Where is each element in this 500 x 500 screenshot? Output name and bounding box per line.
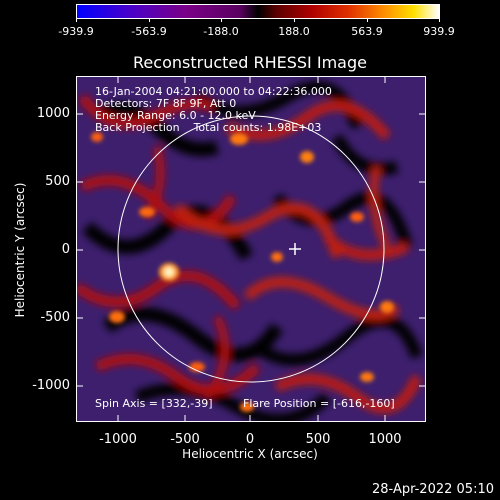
y-tick-label: 0 bbox=[61, 242, 70, 257]
plot-title: Reconstructed RHESSI Image bbox=[133, 53, 367, 72]
info-method-counts: Back Projection Total counts: 1.98E+03 bbox=[95, 121, 322, 134]
x-tick-label: -1000 bbox=[99, 432, 137, 447]
colorbar-tick bbox=[149, 18, 150, 22]
info-energy-range: Energy Range: 6.0 - 12.0 keV bbox=[95, 109, 256, 122]
emission-hotspots bbox=[91, 132, 394, 412]
y-tick-label: -500 bbox=[40, 310, 70, 325]
spin-axis-marker bbox=[289, 243, 301, 255]
flare-position-label: Flare Position = [-616,-160] bbox=[243, 397, 395, 410]
colorbar-label: -188.0 bbox=[203, 25, 239, 38]
y-axis-label: Heliocentric Y (arcsec) bbox=[13, 182, 27, 318]
colorbar-axis: -939.9 -563.9 -188.0 188.0 563.9 939.9 bbox=[58, 0, 455, 40]
colorbar-tick bbox=[221, 18, 222, 22]
x-axis-label: Heliocentric X (arcsec) bbox=[182, 447, 318, 461]
colorbar-tick bbox=[439, 18, 440, 22]
render-timestamp: 28-Apr-2022 05:10 bbox=[372, 482, 494, 497]
x-tick-label: 0 bbox=[245, 432, 255, 447]
y-tick-label: -1000 bbox=[32, 378, 70, 393]
x-tick-label: -500 bbox=[170, 432, 200, 447]
spin-axis-label: Spin Axis = [332,-39] bbox=[95, 397, 213, 410]
colorbar-label: -563.9 bbox=[131, 25, 167, 38]
solar-image-plot: 16-Jan-2004 04:21:00.000 to 04:22:36.000… bbox=[76, 76, 426, 422]
colorbar-label: -939.9 bbox=[58, 25, 94, 38]
emission-texture bbox=[77, 81, 423, 421]
colorbar-tick bbox=[76, 18, 77, 22]
colorbar-label: 188.0 bbox=[278, 25, 310, 38]
colorbar-tick bbox=[367, 18, 368, 22]
colorbar-tick bbox=[294, 18, 295, 22]
solar-limb-circle bbox=[117, 115, 385, 383]
solar-image bbox=[77, 77, 425, 421]
y-tick-label: 500 bbox=[45, 174, 70, 189]
y-tick-label: 1000 bbox=[36, 106, 70, 121]
x-tick-label: 500 bbox=[305, 432, 331, 447]
colorbar-label: 563.9 bbox=[351, 25, 383, 38]
colorbar bbox=[76, 4, 440, 19]
x-tick-label: 1000 bbox=[368, 432, 402, 447]
info-detectors: Detectors: 7F 8F 9F, Att 0 bbox=[95, 97, 237, 110]
info-time-range: 16-Jan-2004 04:21:00.000 to 04:22:36.000 bbox=[95, 85, 332, 98]
colorbar-label: 939.9 bbox=[423, 25, 455, 38]
